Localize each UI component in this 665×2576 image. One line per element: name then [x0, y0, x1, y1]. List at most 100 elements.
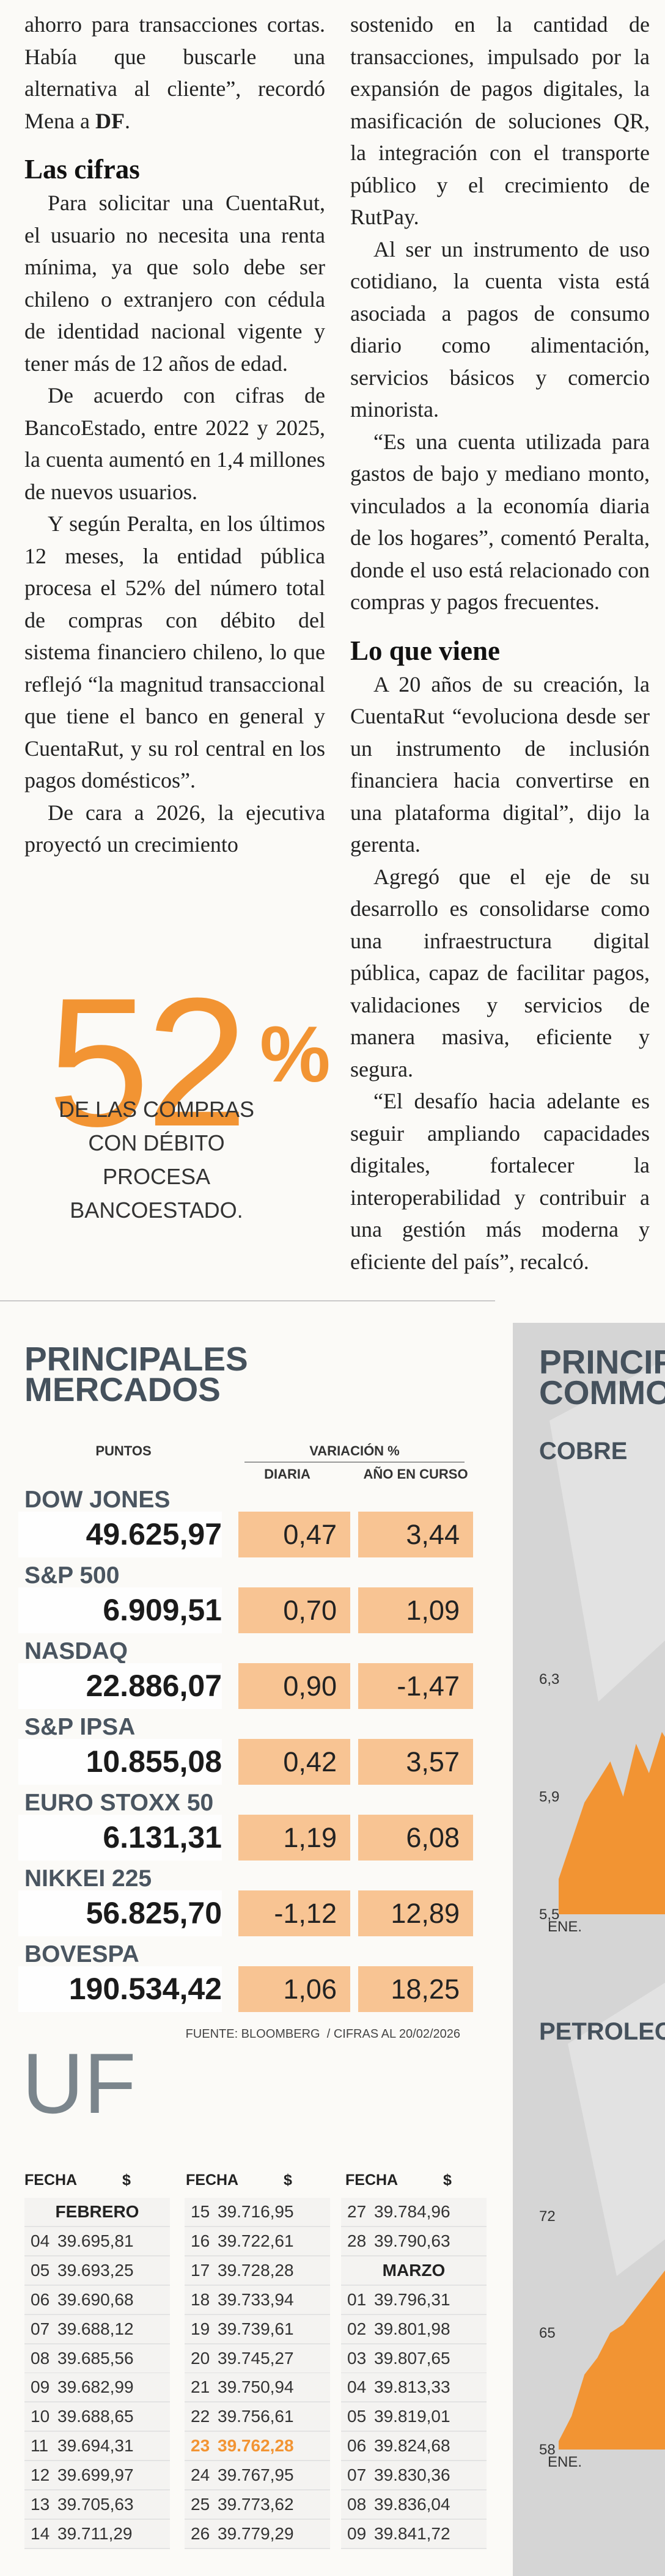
- date: 08: [31, 2348, 50, 2368]
- date: 26: [191, 2523, 210, 2543]
- paragraph: Para solicitar una CuentaRut, el usuario…: [24, 191, 325, 376]
- date: 24: [191, 2465, 210, 2485]
- uf-value: 39.745,27: [218, 2348, 294, 2368]
- date: 03: [347, 2348, 367, 2368]
- row-band: [185, 2373, 330, 2403]
- paragraph: A 20 años de su creación, la CuentaRut “…: [350, 671, 650, 857]
- header-rule: [244, 1462, 465, 1463]
- uf-value: 39.779,29: [218, 2523, 294, 2543]
- row-band: [185, 2402, 330, 2432]
- daily-change: 0,70: [238, 1587, 350, 1633]
- row-band: [24, 2344, 170, 2374]
- index-points: 56.825,70: [18, 1890, 222, 1936]
- paragraph: sostenido en la cantidad de transaccione…: [350, 12, 650, 229]
- section-title: MERCADOS: [24, 1370, 221, 1408]
- date: 09: [347, 2523, 367, 2543]
- row-band: [185, 2432, 330, 2462]
- date: 16: [191, 2231, 210, 2250]
- uf-value: 39.699,97: [57, 2465, 134, 2485]
- row-band: [341, 2285, 487, 2315]
- section-heading: Las cifras: [24, 154, 140, 185]
- date: 05: [31, 2260, 50, 2280]
- uf-value: 39.733,94: [218, 2289, 294, 2309]
- date: 07: [31, 2319, 50, 2338]
- index-points: 6.131,31: [18, 1815, 222, 1861]
- paragraph: Y según Peralta, en los últimos 12 meses…: [24, 511, 325, 792]
- uf-value: 39.790,63: [374, 2231, 450, 2250]
- date: 11: [31, 2436, 49, 2456]
- uf-value: 39.688,65: [57, 2407, 134, 2426]
- row-band: [341, 2490, 487, 2520]
- column-header: $: [443, 2172, 452, 2189]
- callout-number: 52: [48, 959, 248, 1165]
- ytd-change: 12,89: [358, 1890, 473, 1936]
- decoration: [568, 1983, 665, 2276]
- index-points: 49.625,97: [18, 1512, 222, 1557]
- index-name: S&P IPSA: [24, 1714, 136, 1740]
- ytd-change: 3,44: [358, 1512, 473, 1557]
- paragraph: Agregó que el eje de su desarrollo es co…: [350, 864, 650, 1081]
- section-title: COMMODITIES: [539, 1374, 665, 1411]
- date: 13: [31, 2495, 50, 2514]
- date: 15: [191, 2202, 210, 2221]
- daily-change: 1,06: [238, 1966, 350, 2012]
- index-name: NASDAQ: [24, 1638, 128, 1664]
- date: 19: [191, 2319, 210, 2338]
- index-name: BOVESPA: [24, 1941, 139, 1967]
- row-band: [24, 2314, 170, 2344]
- ytd-change: 18,25: [358, 1966, 473, 2012]
- row-band: [24, 2373, 170, 2403]
- source-note: FUENTE: BLOOMBERG / CIFRAS AL 20/02/2026: [185, 2027, 460, 2041]
- row-band: [341, 2256, 487, 2286]
- daily-change: 0,42: [238, 1739, 350, 1785]
- row-band: [185, 2227, 330, 2256]
- row-band: [185, 2519, 330, 2549]
- date: 09: [31, 2377, 50, 2397]
- row-band: [341, 2432, 487, 2462]
- uf-value: 39.739,61: [218, 2319, 294, 2338]
- column-header: FECHA: [24, 2172, 78, 2189]
- ytd-change: -1,47: [358, 1663, 473, 1709]
- uf-value: 39.819,01: [374, 2407, 450, 2426]
- date: 25: [191, 2495, 210, 2514]
- section-title: PRINCIPALES: [539, 1343, 665, 1381]
- caption-line: DE LAS COMPRAS: [58, 1097, 255, 1122]
- column-header: $: [122, 2172, 131, 2189]
- uf-value: 39.716,95: [218, 2202, 294, 2221]
- text: ahorro para transacciones cortas. Había …: [24, 12, 325, 133]
- uf-table: UF FECHA $ FEBRERO 04 39.695,81 05 39.693,25 06 3…: [0, 2041, 501, 2576]
- y-tick-label: 5,5: [539, 1906, 559, 1923]
- row-band: [24, 2256, 170, 2286]
- article-right-column: sostenido en la cantidad de transaccione…: [350, 9, 650, 1278]
- date: 06: [31, 2289, 50, 2309]
- uf-value: 39.796,31: [374, 2289, 450, 2309]
- index-name: S&P 500: [24, 1562, 120, 1589]
- row-band: [24, 2519, 170, 2549]
- area: [559, 2270, 665, 2450]
- row-band: [185, 2461, 330, 2491]
- markets-table: PRINCIPALES MERCADOS PUNTOS VARIACIÓN % DIAR…: [18, 1340, 473, 2041]
- section-title: PRINCIPALES: [24, 1340, 248, 1378]
- index-name: EURO STOXX 50: [24, 1790, 214, 1816]
- date: 04: [347, 2377, 367, 2397]
- daily-change: 0,90: [238, 1663, 350, 1709]
- uf-value: 39.690,68: [57, 2289, 134, 2309]
- date: 06: [347, 2436, 367, 2456]
- date: 22: [191, 2407, 210, 2426]
- chart-title: COBRE: [539, 1438, 628, 1465]
- decoration: [549, 1359, 665, 1702]
- index-name: DOW JONES: [24, 1487, 171, 1513]
- date: 18: [191, 2289, 210, 2309]
- index-points: 22.886,07: [18, 1663, 222, 1709]
- uf-value: 39.773,62: [218, 2495, 294, 2514]
- row-band: [341, 2402, 487, 2432]
- uf-value: 39.695,81: [57, 2231, 134, 2250]
- row-band: [24, 2198, 170, 2227]
- area: [559, 1732, 665, 1914]
- y-tick-label: 72: [539, 2208, 556, 2225]
- callout-symbol: %: [260, 1009, 331, 1099]
- column-header: AÑO EN CURSO: [363, 1466, 468, 1482]
- date: 08: [347, 2495, 367, 2514]
